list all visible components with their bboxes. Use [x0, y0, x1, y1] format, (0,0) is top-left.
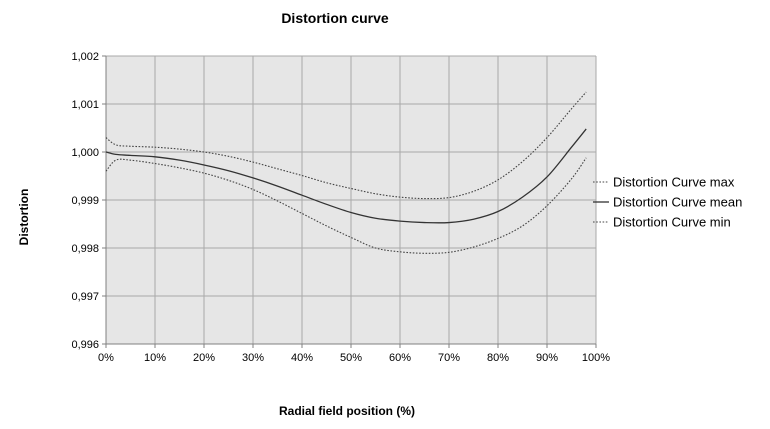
y-tick-label: 0,999	[71, 195, 99, 207]
x-tick-label: 60%	[389, 352, 411, 364]
x-tick-label: 80%	[487, 352, 509, 364]
x-axis-label: Radial field position (%)	[279, 404, 415, 418]
chart-title: Distortion curve	[281, 10, 389, 26]
y-tick-label: 1,001	[71, 99, 99, 111]
x-tick-label: 100%	[582, 352, 610, 364]
x-tick-label: 20%	[193, 352, 215, 364]
legend-entry-label: Distortion Curve max	[613, 175, 735, 190]
x-tick-label: 10%	[144, 352, 166, 364]
x-tick-label: 30%	[242, 352, 264, 364]
legend-entry-label: Distortion Curve min	[613, 215, 731, 230]
x-tick-label: 90%	[536, 352, 558, 364]
x-tick-label: 70%	[438, 352, 460, 364]
y-axis-label: Distortion	[17, 189, 31, 246]
y-tick-label: 1,000	[71, 147, 99, 159]
series-line-distortion-curve-min	[105, 157, 587, 254]
y-tick-label: 0,997	[71, 291, 99, 303]
series-line-distortion-curve-mean	[105, 128, 587, 224]
legend-entry-label: Distortion Curve mean	[613, 195, 742, 210]
x-tick-label: 40%	[291, 352, 313, 364]
x-tick-label: 0%	[98, 352, 114, 364]
x-tick-label: 50%	[340, 352, 362, 364]
y-tick-label: 0,998	[71, 243, 99, 255]
y-tick-label: 0,996	[71, 339, 99, 351]
y-tick-label: 1,002	[71, 51, 99, 63]
